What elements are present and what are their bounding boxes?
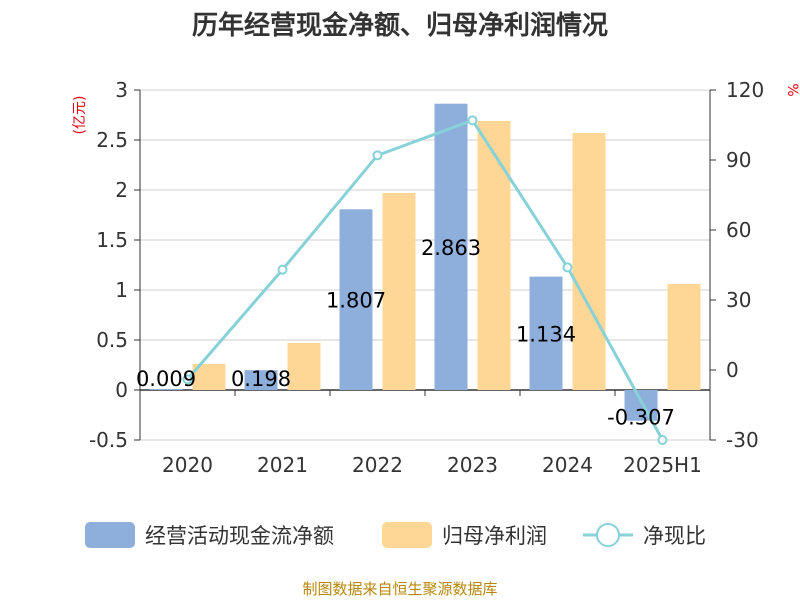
legend-label: 经营活动现金流净额: [145, 524, 334, 548]
right-tick-label: -30: [726, 428, 759, 452]
net-profit-bar: [667, 284, 701, 390]
cashflow-data-label: 0.198: [231, 367, 291, 391]
legend-swatch-net-profit: [382, 522, 432, 548]
net-profit-bar: [382, 193, 416, 390]
left-tick-label: 1.5: [96, 228, 128, 252]
net-profit-bar: [477, 121, 511, 390]
left-tick-label: 0: [115, 378, 128, 402]
legend-swatch-cashflow: [85, 522, 135, 548]
line-series: [182, 115, 668, 445]
right-tick-label: 90: [726, 148, 751, 172]
legend-swatch-marker: [596, 523, 620, 547]
cashflow-bar: [149, 389, 183, 390]
net-cash-ratio-point: [467, 115, 478, 126]
cashflow-bar: [339, 209, 373, 390]
axes: -0.5 0 0.5 1 1.5 2 2.5 3 -30 0 30 60 90 120 2020 2021 20…: [89, 78, 764, 477]
legend-label: 净现比: [643, 524, 706, 548]
data-labels: 0.009 0.198 1.807 2.863 1.134 -0.307: [136, 236, 675, 430]
cashflow-bar: [529, 276, 563, 390]
right-tick-label: 120: [726, 78, 764, 102]
net-profit-bar: [572, 133, 606, 390]
net-cash-ratio-point: [562, 262, 573, 273]
net-profit-bar: [287, 343, 321, 390]
right-tick-label: 30: [726, 288, 751, 312]
left-axis-unit: (亿元): [72, 96, 88, 135]
left-tick-label: 3: [115, 78, 128, 102]
cashflow-data-label: 0.009: [136, 367, 196, 391]
net-cash-ratio-line: [186, 118, 664, 441]
cashflow-data-label: 2.863: [421, 236, 481, 260]
x-tick-label: 2025H1: [623, 453, 702, 477]
left-tick-label: 2.5: [96, 128, 128, 152]
x-tick-label: 2023: [447, 453, 498, 477]
right-tick-label: 60: [726, 218, 751, 242]
net-cash-ratio-point: [657, 435, 668, 445]
left-tick-label: 0.5: [96, 328, 128, 352]
left-tick-label: 2: [115, 178, 128, 202]
net-cash-ratio-point: [182, 374, 193, 385]
cashflow-bar: [244, 370, 278, 390]
cashflow-data-label: -0.307: [607, 406, 675, 430]
bar-series: [149, 103, 701, 421]
right-axis-unit: %: [784, 83, 800, 96]
legend: 经营活动现金流净额 归母净利润 净现比: [85, 522, 706, 548]
cashflow-bar: [624, 390, 658, 421]
source-note: 制图数据来自恒生聚源数据库: [302, 580, 497, 598]
legend-label: 归母净利润: [442, 524, 547, 548]
x-tick-label: 2021: [257, 453, 308, 477]
net-cash-ratio-point: [277, 264, 288, 275]
x-tick-label: 2020: [162, 453, 213, 477]
cashflow-bar: [434, 103, 468, 390]
left-tick-label: -0.5: [89, 428, 128, 452]
cashflow-data-label: 1.807: [326, 289, 386, 313]
chart-title: 历年经营现金净额、归母净利润情况: [192, 10, 608, 41]
cashflow-data-label: 1.134: [516, 322, 576, 346]
x-tick-label: 2022: [352, 453, 403, 477]
net-cash-ratio-point: [372, 150, 383, 161]
left-tick-label: 1: [115, 278, 128, 302]
x-tick-label: 2024: [542, 453, 593, 477]
right-tick-label: 0: [726, 358, 739, 382]
